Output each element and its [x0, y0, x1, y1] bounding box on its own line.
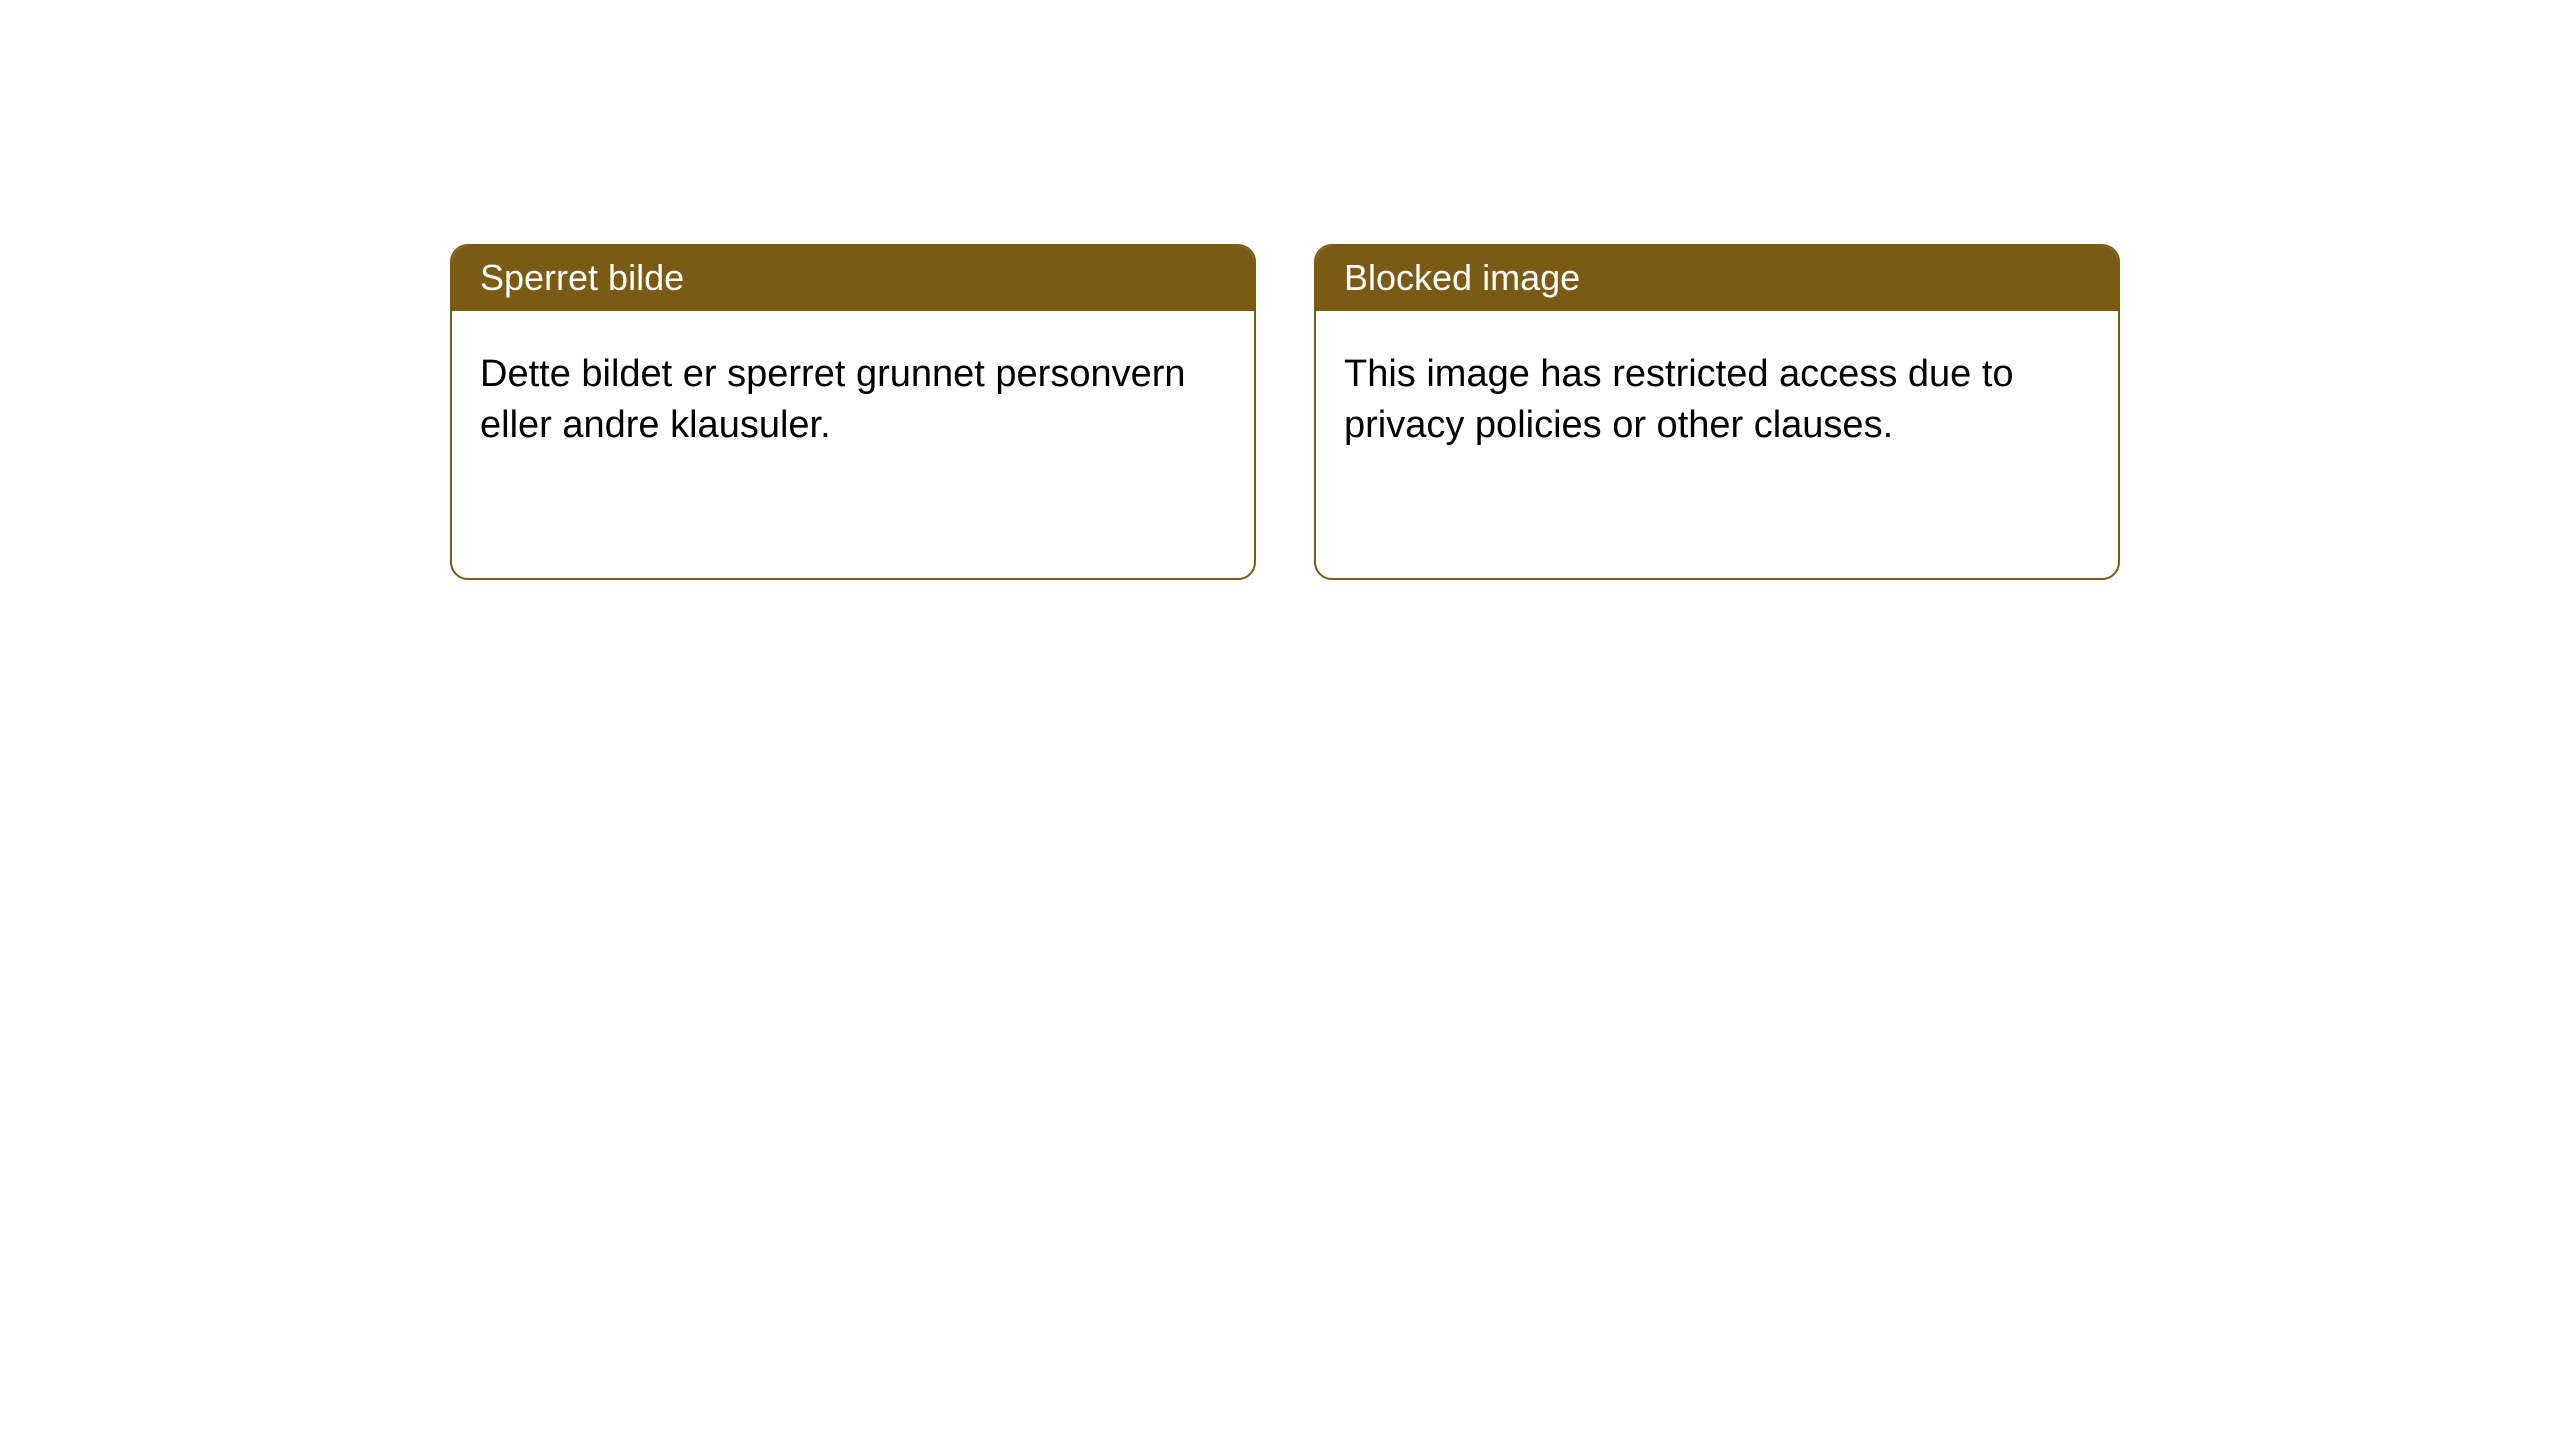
card-body: This image has restricted access due to …	[1316, 311, 2118, 490]
card-header: Sperret bilde	[452, 246, 1254, 311]
notice-card-norwegian: Sperret bilde Dette bildet er sperret gr…	[450, 244, 1256, 580]
notice-card-english: Blocked image This image has restricted …	[1314, 244, 2120, 580]
card-body: Dette bildet er sperret grunnet personve…	[452, 311, 1254, 490]
notice-cards-container: Sperret bilde Dette bildet er sperret gr…	[0, 0, 2560, 580]
card-header: Blocked image	[1316, 246, 2118, 311]
